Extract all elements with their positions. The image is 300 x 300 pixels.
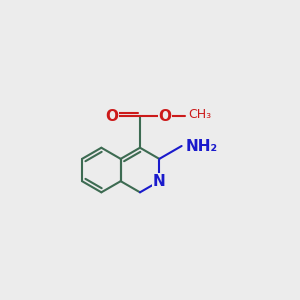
Text: N: N — [153, 174, 166, 189]
Text: O: O — [159, 109, 172, 124]
Text: CH₃: CH₃ — [188, 108, 211, 121]
Text: O: O — [105, 109, 118, 124]
Text: NH₂: NH₂ — [186, 139, 218, 154]
